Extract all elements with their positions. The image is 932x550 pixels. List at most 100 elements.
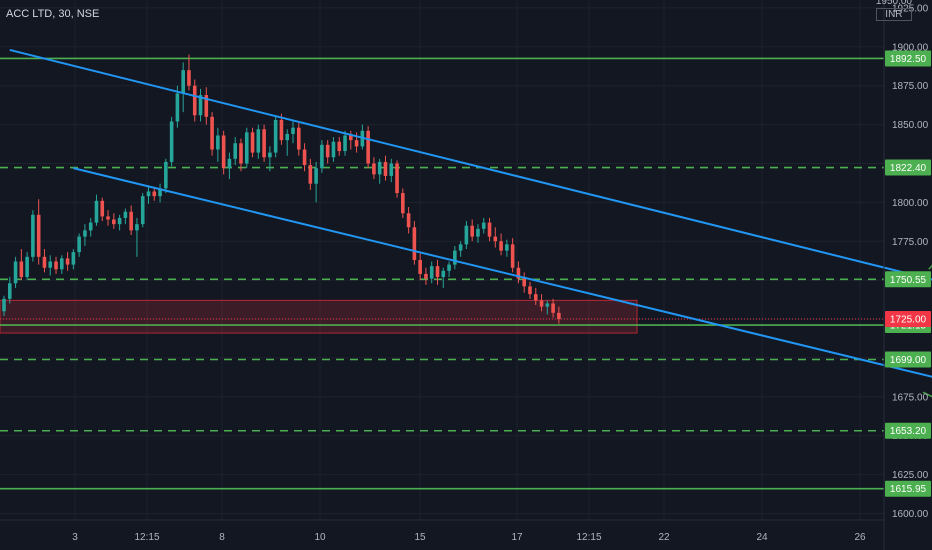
candle-body xyxy=(204,95,209,117)
candle-body xyxy=(181,70,185,94)
level-tag xyxy=(885,271,931,288)
candle-body xyxy=(383,161,388,176)
time-tick-label: 12:15 xyxy=(576,532,601,543)
candle-body xyxy=(123,211,128,218)
channel-lines[interactable] xyxy=(9,48,932,384)
price-tick-label: 1600.00 xyxy=(892,509,929,520)
support-zone xyxy=(0,299,638,334)
candle-body xyxy=(528,286,532,295)
candle-body xyxy=(227,158,232,169)
price-tick-label: 1775.00 xyxy=(892,237,929,248)
symbol-title: ACC LTD, 30, NSE xyxy=(6,8,100,20)
candle-body xyxy=(192,85,197,116)
level-tag xyxy=(885,159,931,176)
candle-body xyxy=(296,127,301,150)
candle-body xyxy=(516,267,521,279)
candle-body xyxy=(487,222,492,237)
candle-body xyxy=(389,163,394,176)
candle-body xyxy=(31,214,35,257)
candle-body xyxy=(77,236,81,253)
candle-body xyxy=(302,149,307,166)
currency-badge: INR xyxy=(875,8,912,21)
candle-body xyxy=(187,70,191,86)
candle-body xyxy=(233,143,237,159)
candle-body xyxy=(117,217,122,225)
candle-body xyxy=(406,213,411,228)
time-tick-label: 17 xyxy=(511,532,523,543)
level-lines xyxy=(0,57,884,490)
candle-body xyxy=(112,219,116,225)
candle-body xyxy=(505,244,509,251)
level-tag xyxy=(885,50,931,67)
level-tag-label: 1615.95 xyxy=(890,484,927,495)
candle-body xyxy=(262,129,266,158)
candle-body xyxy=(94,200,99,223)
last-price-tag-label: 1725.00 xyxy=(890,315,927,326)
candle-body xyxy=(273,119,278,153)
candle-body xyxy=(158,188,162,197)
price-tick-label: 1850.00 xyxy=(892,120,929,131)
candle-body xyxy=(239,143,243,164)
support-zone-box xyxy=(0,299,638,334)
currency-label: 1950.00 INR xyxy=(875,0,912,21)
candle-body xyxy=(418,259,422,274)
time-tick-label: 24 xyxy=(756,532,768,543)
last-price-tag xyxy=(885,311,931,328)
candle-body xyxy=(164,161,168,189)
candle-body xyxy=(256,129,261,153)
candle-body xyxy=(551,303,555,313)
price-tick-label: 1900.00 xyxy=(892,42,929,53)
candle-body xyxy=(19,261,24,278)
channel-upper-line xyxy=(9,48,932,281)
candle-body xyxy=(42,256,47,268)
candle-body xyxy=(54,261,58,270)
candle-body xyxy=(481,222,486,229)
candles xyxy=(2,54,561,324)
candle-body xyxy=(366,130,370,164)
candle-body xyxy=(175,93,180,122)
candle-body xyxy=(308,165,313,184)
candle-body xyxy=(325,144,330,158)
candle-body xyxy=(2,298,6,312)
candle-body xyxy=(169,121,174,162)
candle-body xyxy=(198,95,203,116)
candle-body xyxy=(83,230,87,237)
price-axis-top-label: 1950.00 xyxy=(875,0,912,7)
candle-body xyxy=(545,303,550,307)
candle-body xyxy=(424,273,428,279)
candle-body xyxy=(493,236,498,242)
price-tags: 1892.501822.401750.551721.151699.001653.… xyxy=(885,50,931,497)
time-tick-label: 15 xyxy=(414,532,426,543)
time-tick-label: 12:15 xyxy=(134,532,159,543)
candle-body xyxy=(354,140,359,147)
level-tag-label: 1750.55 xyxy=(890,275,927,286)
candle-body xyxy=(88,222,93,231)
candle-body xyxy=(100,200,105,217)
candle-body xyxy=(522,278,526,287)
candle-body xyxy=(470,225,474,237)
candle-body xyxy=(36,214,41,257)
candle-body xyxy=(320,144,324,169)
candle-body xyxy=(343,135,347,152)
level-tag xyxy=(885,480,931,497)
time-tick-label: 26 xyxy=(854,532,866,543)
level-tag-label: 1892.50 xyxy=(890,54,927,65)
candle-body xyxy=(476,228,480,237)
candle-body xyxy=(395,163,399,194)
price-tick-label: 1800.00 xyxy=(892,198,929,209)
candle-body xyxy=(314,168,318,184)
candle-body xyxy=(140,196,145,225)
price-tick-label: 1625.00 xyxy=(892,470,929,481)
candle-body xyxy=(129,211,133,231)
candle-body xyxy=(268,152,272,158)
candle-body xyxy=(464,225,469,245)
candle-body xyxy=(250,132,255,153)
candle-body xyxy=(510,244,515,268)
level-tag-label: 1699.00 xyxy=(890,355,927,366)
candle-body xyxy=(441,270,446,278)
time-axis[interactable]: 3 12:15 8 10 15 17 12:15 22 24 26 xyxy=(72,532,866,543)
candle-body xyxy=(279,119,284,141)
time-tick-label: 3 xyxy=(72,532,78,543)
